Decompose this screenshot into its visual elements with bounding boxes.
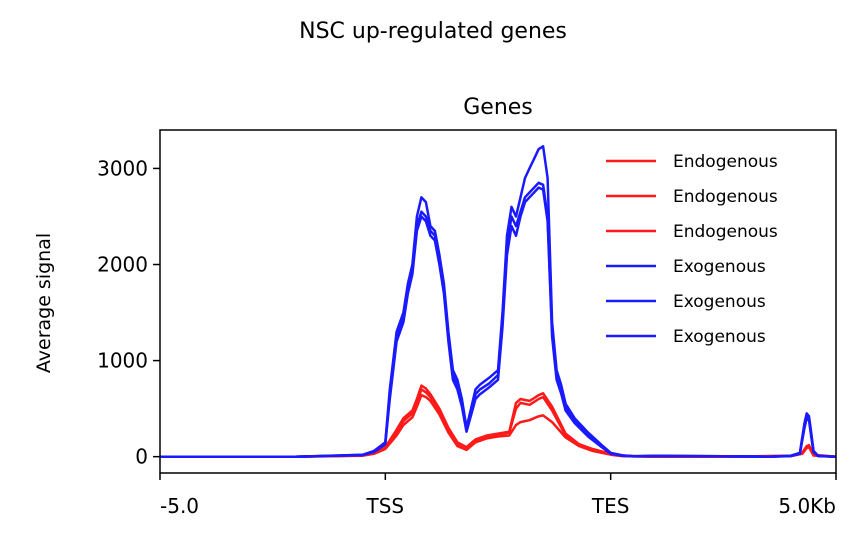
x-tick-label: 5.0Kb <box>778 494 836 518</box>
x-tick-label: TES <box>591 494 630 518</box>
y-tick-label: 2000 <box>97 253 148 277</box>
series-line-exogenous-6 <box>160 186 837 458</box>
series-line-endogenous-3 <box>160 393 837 458</box>
x-axis: -5.0 TSS TES 5.0Kb <box>159 473 837 518</box>
plot-title: Genes <box>463 95 533 120</box>
legend-label-exogenous: Exogenous <box>673 257 766 277</box>
y-tick-label: 0 <box>135 445 148 469</box>
legend-label-exogenous: Exogenous <box>673 292 766 312</box>
x-tick-label: -5.0 <box>160 494 199 518</box>
y-tick-label: 3000 <box>97 156 148 180</box>
y-axis: 0 1000 2000 3000 <box>97 156 160 469</box>
plot-frame <box>159 129 837 474</box>
series-line-endogenous-1 <box>160 384 837 458</box>
x-tick-label: TSS <box>366 494 405 518</box>
legend-label-endogenous: Endogenous <box>673 222 778 242</box>
series-layer <box>160 145 837 458</box>
legend: Endogenous Endogenous Endogenous Exogenous E… <box>606 152 778 347</box>
figure-suptitle: NSC up-regulated genes <box>299 19 567 44</box>
legend-label-exogenous: Exogenous <box>673 327 766 347</box>
legend-label-endogenous: Endogenous <box>673 152 778 172</box>
y-axis-label: Average signal <box>33 233 55 373</box>
y-tick-label: 1000 <box>97 349 148 373</box>
series-line-endogenous-2 <box>160 388 837 458</box>
legend-label-endogenous: Endogenous <box>673 187 778 207</box>
